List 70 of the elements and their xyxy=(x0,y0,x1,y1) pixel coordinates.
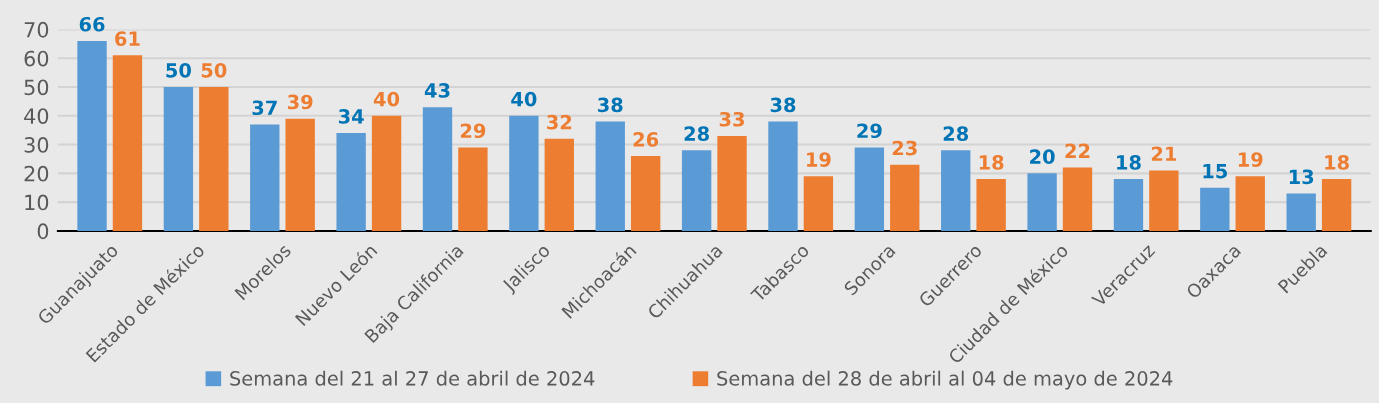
bar xyxy=(112,55,143,231)
legend-label: Semana del 21 al 27 de abril de 2024 xyxy=(230,370,595,386)
bar xyxy=(630,156,661,231)
bar xyxy=(336,133,366,231)
bar xyxy=(803,176,834,231)
data-label: 34 xyxy=(338,109,364,124)
data-label: 50 xyxy=(201,62,227,78)
y-tick-label: 50 xyxy=(24,79,49,96)
y-tick-label: 20 xyxy=(24,165,49,182)
data-label: 18 xyxy=(1117,155,1141,170)
data-label: 32 xyxy=(547,114,572,130)
y-tick-label: 10 xyxy=(25,194,49,211)
bar xyxy=(941,150,971,231)
bar xyxy=(199,86,229,231)
bar xyxy=(717,135,747,231)
data-label: 28 xyxy=(684,126,709,141)
bar xyxy=(976,179,1006,231)
data-label: 38 xyxy=(598,97,623,113)
data-label: 19 xyxy=(807,152,831,167)
data-label: 15 xyxy=(1203,163,1227,179)
bar xyxy=(77,40,107,231)
bar xyxy=(890,164,920,231)
data-label: 26 xyxy=(633,132,659,147)
bar xyxy=(768,121,798,231)
bar xyxy=(509,115,539,231)
data-label: 29 xyxy=(857,123,882,139)
data-label: 18 xyxy=(979,155,1004,170)
data-label: 40 xyxy=(511,91,537,107)
bar xyxy=(1113,179,1144,231)
bar xyxy=(1235,176,1265,231)
bar xyxy=(1200,187,1230,231)
data-label: 37 xyxy=(252,100,277,116)
y-tick-label: 30 xyxy=(24,137,49,153)
data-label: 29 xyxy=(460,123,486,139)
data-label: 33 xyxy=(719,111,745,127)
y-tick-label: 70 xyxy=(24,21,49,38)
y-tick-label: 60 xyxy=(24,50,49,67)
bar xyxy=(1321,179,1352,231)
data-label: 13 xyxy=(1289,169,1314,185)
data-label: 23 xyxy=(892,140,917,156)
bar xyxy=(544,138,574,231)
bar xyxy=(1027,173,1057,231)
data-label: 22 xyxy=(1065,143,1090,158)
bar xyxy=(422,107,453,231)
data-label: 28 xyxy=(943,126,969,141)
data-label: 39 xyxy=(287,94,313,110)
bar xyxy=(458,147,488,231)
bar xyxy=(163,86,194,231)
legend-label: Semana del 28 de abril al 04 de mayo de 2024 xyxy=(717,370,1173,390)
bar xyxy=(681,150,712,231)
bar xyxy=(285,118,315,231)
bar xyxy=(250,124,280,231)
data-label: 20 xyxy=(1030,149,1055,165)
data-label: 18 xyxy=(1325,155,1349,170)
data-label: 43 xyxy=(424,83,450,98)
data-label: 38 xyxy=(770,97,796,113)
data-label: 66 xyxy=(79,16,105,32)
data-label: 50 xyxy=(166,62,191,78)
data-label: 61 xyxy=(115,31,140,46)
data-label: 21 xyxy=(1151,146,1177,161)
bar xyxy=(371,115,402,231)
bar xyxy=(1062,167,1093,231)
data-label: 40 xyxy=(373,91,400,107)
y-tick-label: 40 xyxy=(24,108,49,124)
bar xyxy=(854,147,885,231)
bar xyxy=(1286,193,1316,231)
data-label: 19 xyxy=(1238,152,1263,167)
bar xyxy=(595,121,625,231)
bar xyxy=(1149,170,1179,231)
y-tick-label: 0 xyxy=(37,223,49,240)
